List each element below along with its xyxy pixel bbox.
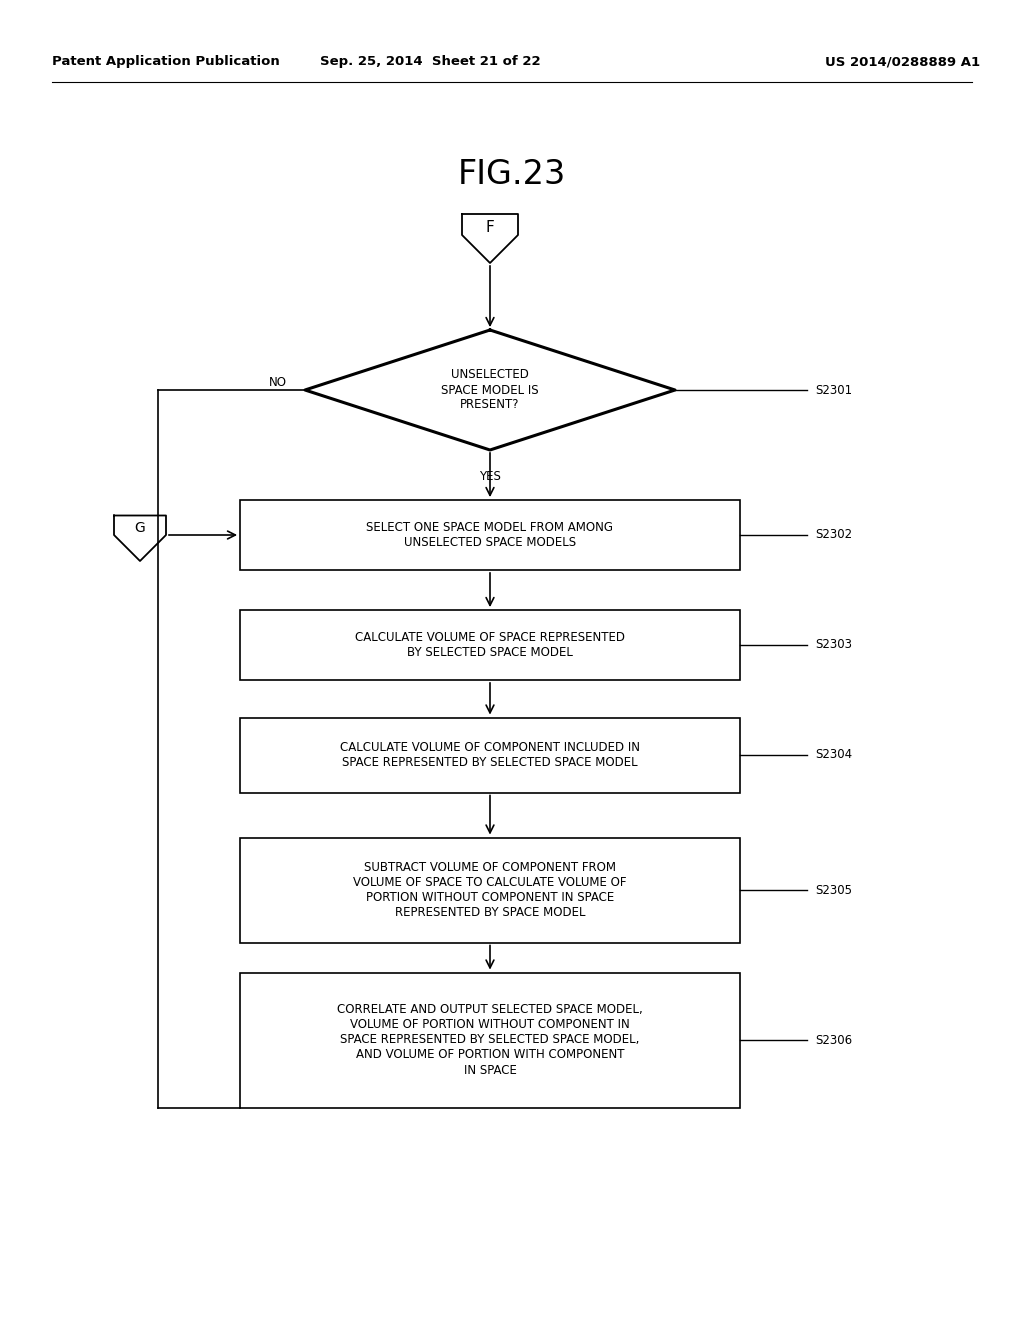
Text: F: F [485,220,495,235]
Text: CORRELATE AND OUTPUT SELECTED SPACE MODEL,
VOLUME OF PORTION WITHOUT COMPONENT I: CORRELATE AND OUTPUT SELECTED SPACE MODE… [337,1003,643,1077]
Text: S2304: S2304 [815,748,852,762]
Text: Patent Application Publication: Patent Application Publication [52,55,280,69]
Text: Sep. 25, 2014  Sheet 21 of 22: Sep. 25, 2014 Sheet 21 of 22 [319,55,541,69]
Bar [240,973,740,1107]
Polygon shape [305,330,675,450]
Text: FIG.23: FIG.23 [458,158,566,191]
Text: CALCULATE VOLUME OF COMPONENT INCLUDED IN
SPACE REPRESENTED BY SELECTED SPACE MO: CALCULATE VOLUME OF COMPONENT INCLUDED I… [340,741,640,770]
Bar [240,610,740,680]
Polygon shape [462,214,518,263]
Text: SELECT ONE SPACE MODEL FROM AMONG
UNSELECTED SPACE MODELS: SELECT ONE SPACE MODEL FROM AMONG UNSELE… [367,521,613,549]
Polygon shape [114,516,166,561]
Text: S2303: S2303 [815,639,852,652]
Text: S2306: S2306 [815,1034,852,1047]
Text: US 2014/0288889 A1: US 2014/0288889 A1 [825,55,980,69]
Text: CALCULATE VOLUME OF SPACE REPRESENTED
BY SELECTED SPACE MODEL: CALCULATE VOLUME OF SPACE REPRESENTED BY… [355,631,625,659]
Bar [240,500,740,570]
Text: UNSELECTED
SPACE MODEL IS
PRESENT?: UNSELECTED SPACE MODEL IS PRESENT? [441,368,539,412]
Bar [240,718,740,792]
Text: YES: YES [479,470,501,483]
Text: S2301: S2301 [815,384,852,396]
Text: S2302: S2302 [815,528,852,541]
Text: G: G [134,521,145,535]
Text: SUBTRACT VOLUME OF COMPONENT FROM
VOLUME OF SPACE TO CALCULATE VOLUME OF
PORTION: SUBTRACT VOLUME OF COMPONENT FROM VOLUME… [353,861,627,919]
Text: S2305: S2305 [815,883,852,896]
Bar [240,837,740,942]
Text: NO: NO [269,375,287,388]
